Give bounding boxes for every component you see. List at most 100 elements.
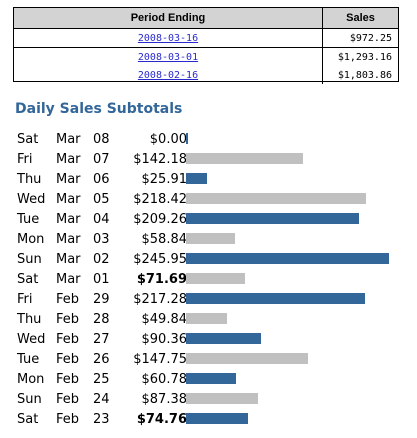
weekday-label: Sat [17,132,39,147]
period-sales-value: $1,803.86 [337,69,392,81]
sales-amount: $74.76 [136,412,187,427]
sales-amount: $218.42 [133,192,187,207]
sales-amount: $87.38 [141,392,188,407]
sales-bar [186,413,248,424]
daily-sales-row: Wed Feb 27 $90.36 [15,329,407,349]
daily-sales-row: Sat Mar 08 $0.00 [15,129,407,149]
month-label: Mar [56,252,81,267]
period-link[interactable]: 2008-03-16 [137,32,199,44]
period-sales-value: $1,293.16 [337,51,392,63]
weekday-label: Thu [17,172,42,187]
month-label: Feb [56,292,80,307]
period-sales-value: $972.25 [322,28,398,48]
weekday-label: Mon [17,232,45,247]
weekday-label: Thu [17,312,42,327]
weekday-label: Fri [17,292,33,307]
daily-sales-row: Sun Mar 02 $245.95 [15,249,407,269]
daily-sales-row: Fri Mar 07 $142.18 [15,149,407,169]
sales-amount: $245.95 [133,252,187,267]
sales-bar [186,333,261,344]
daily-sales-row: Sun Feb 24 $87.38 [15,389,407,409]
weekday-label: Sun [17,392,42,407]
weekday-label: Wed [17,332,46,347]
sales-amount: $209.26 [133,212,187,227]
sales-bar [186,233,235,244]
sales-bar [186,213,359,224]
sales-amount: $60.78 [141,372,188,387]
month-label: Mar [56,132,81,147]
daily-sales-row: Mon Feb 25 $60.78 [15,369,407,389]
day-label: 25 [93,372,110,387]
weekday-label: Fri [17,152,33,167]
day-label: 05 [93,192,110,207]
sales-amount: $0.00 [149,132,187,147]
sales-bar [186,273,245,284]
sales-amount: $90.36 [141,332,188,347]
day-label: 06 [93,172,110,187]
sales-bar [186,393,258,404]
sales-amount: $217.28 [133,292,187,307]
sales-bar [186,353,308,364]
sales-amount: $147.75 [133,352,187,367]
daily-sales-row: Mon Mar 03 $58.84 [15,229,407,249]
day-label: 07 [93,152,110,167]
daily-sales-row: Tue Feb 26 $147.75 [15,349,407,369]
sales-amount: $25.91 [141,172,188,187]
weekday-label: Sat [17,272,39,287]
daily-sales-row: Thu Mar 06 $25.91 [15,169,407,189]
weekday-label: Tue [17,212,40,227]
weekday-label: Mon [17,372,45,387]
sales-bar [186,373,236,384]
month-label: Mar [56,272,81,287]
day-label: 28 [93,312,110,327]
weekday-label: Tue [17,352,40,367]
day-label: 29 [93,292,110,307]
day-label: 23 [93,412,110,427]
month-label: Mar [56,212,81,227]
period-link[interactable]: 2008-03-01 [137,51,199,63]
month-label: Mar [56,152,81,167]
sales-bar [186,193,366,204]
month-label: Feb [56,412,80,427]
table-row: 2008-02-16 $1,803.86 [14,66,398,84]
period-summary-table: Period Ending Sales 2008-03-16 $972.25 2… [13,7,399,84]
period-link[interactable]: 2008-02-16 [137,69,199,81]
table-row: 2008-03-01 $1,293.16 [14,47,398,66]
sales-bar [186,253,389,264]
daily-sales-row: Wed Mar 05 $218.42 [15,189,407,209]
sales-header: Sales [322,8,398,29]
sales-bar [186,313,227,324]
month-label: Mar [56,192,81,207]
month-label: Feb [56,392,80,407]
month-label: Mar [56,172,81,187]
daily-sales-row: Sat Feb 23 $74.76 [15,409,407,429]
month-label: Feb [56,372,80,387]
daily-sales-list: Sat Mar 08 $0.00 Fri Mar 07 $142.18 Thu Mar 06 $25.… [15,129,407,429]
sales-amount: $49.84 [141,312,188,327]
table-row: 2008-03-16 $972.25 [14,28,398,48]
month-label: Mar [56,232,81,247]
period-ending-header: Period Ending [14,8,323,29]
day-label: 01 [93,272,110,287]
day-label: 08 [93,132,110,147]
sales-amount: $142.18 [133,152,187,167]
sales-bar [186,293,365,304]
day-label: 26 [93,352,110,367]
weekday-label: Sat [17,412,39,427]
sales-bar [186,153,303,164]
month-label: Feb [56,312,80,327]
day-label: 02 [93,252,110,267]
sales-amount: $71.69 [136,272,187,287]
table-header-row: Period Ending Sales [14,8,398,29]
month-label: Feb [56,332,80,347]
month-label: Feb [56,352,80,367]
daily-sales-row: Fri Feb 29 $217.28 [15,289,407,309]
daily-sales-row: Sat Mar 01 $71.69 [15,269,407,289]
day-label: 03 [93,232,110,247]
day-label: 24 [93,392,110,407]
daily-sales-row: Tue Mar 04 $209.26 [15,209,407,229]
daily-sales-title: Daily Sales Subtotals [15,101,183,117]
day-label: 04 [93,212,110,227]
day-label: 27 [93,332,110,347]
sales-amount: $58.84 [141,232,188,247]
